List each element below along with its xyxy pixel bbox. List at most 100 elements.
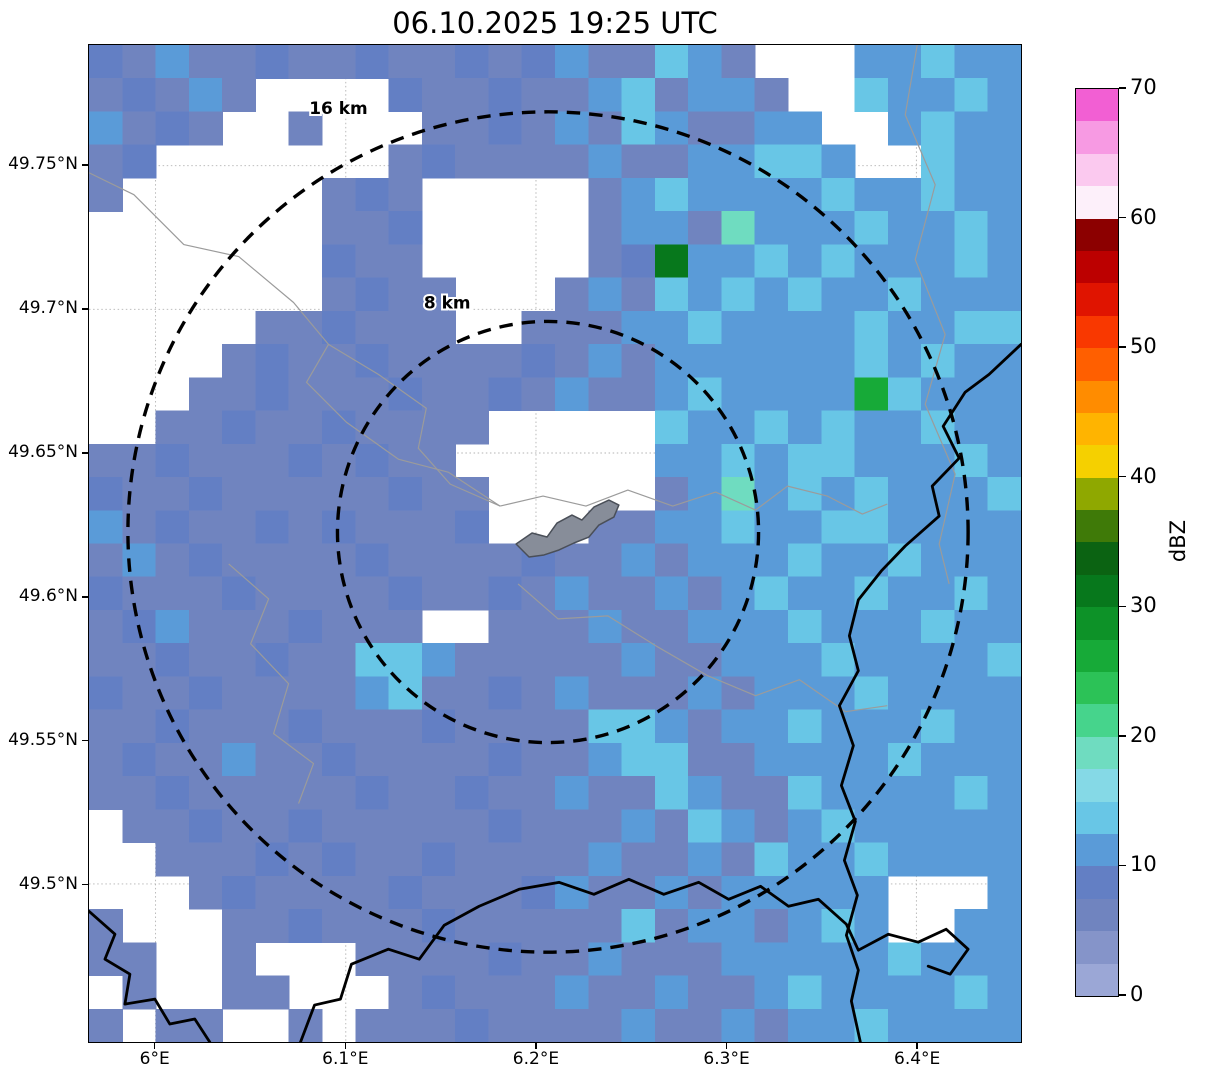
radar-cell <box>688 78 723 113</box>
radar-cell <box>188 676 223 711</box>
radar-cell <box>588 377 623 412</box>
range-ring-circle <box>335 319 761 745</box>
radar-cell <box>788 1008 822 1042</box>
radar-cell <box>521 78 556 113</box>
radar-cell <box>521 377 556 412</box>
radar-cell <box>288 344 323 378</box>
radar-cell <box>155 78 190 113</box>
radar-cell <box>222 709 257 744</box>
radar-cell <box>89 78 123 113</box>
radar-cell <box>921 144 956 179</box>
radar-cell <box>322 809 356 844</box>
radar-cell <box>89 609 123 644</box>
radar-cell <box>921 177 956 212</box>
radar-cell <box>921 576 956 611</box>
radar-cell <box>89 776 123 810</box>
radar-cell <box>355 742 390 777</box>
radar-cell <box>255 709 290 744</box>
radar-cell <box>688 344 723 378</box>
radar-cell <box>754 410 789 445</box>
radar-cell <box>188 809 223 844</box>
radar-cell <box>388 875 423 910</box>
radar-cell <box>987 510 1021 545</box>
radar-cell <box>155 643 190 678</box>
radar-cell <box>621 377 656 412</box>
radar-cell <box>588 576 623 611</box>
radar-cell <box>721 211 756 245</box>
radar-cell <box>521 776 556 810</box>
radar-cell <box>987 543 1021 578</box>
country-border-line <box>837 343 1021 1042</box>
radar-cell <box>754 244 789 279</box>
radar-cell <box>288 377 323 412</box>
radar-cell <box>721 344 756 378</box>
radar-cell <box>821 1008 856 1042</box>
radar-cell <box>122 676 157 711</box>
radar-cell <box>788 742 822 777</box>
radar-cell <box>288 543 323 578</box>
radar-cell <box>288 676 323 711</box>
radar-cell <box>654 78 689 113</box>
y-axis-tick-label: 49.7°N <box>18 297 78 318</box>
radar-cell <box>621 842 656 877</box>
radar-cell <box>688 809 723 844</box>
radar-cell <box>488 1008 523 1042</box>
radar-cell <box>89 477 123 511</box>
radar-cell <box>521 709 556 744</box>
x-axis-tick-label: 6.1°E <box>322 1049 369 1069</box>
radar-cell <box>654 443 689 478</box>
radar-cell <box>887 78 922 113</box>
radar-cell <box>621 776 656 810</box>
radar-cell <box>288 477 323 511</box>
radar-cell <box>155 510 190 545</box>
radar-cell <box>721 1008 756 1042</box>
radar-cell <box>754 543 789 578</box>
city-outline-polygon <box>515 499 620 558</box>
radar-cell <box>521 111 556 146</box>
radar-cell <box>355 809 390 844</box>
radar-cell <box>488 909 523 943</box>
radar-cell <box>821 676 856 711</box>
radar-cell <box>222 410 257 445</box>
colorbar-segment <box>1076 380 1118 413</box>
radar-cell <box>421 975 456 1010</box>
radar-cell <box>621 742 656 777</box>
radar-cell <box>388 177 423 212</box>
radar-cell <box>588 909 623 943</box>
colorbar-segment <box>1076 348 1118 381</box>
radar-cell <box>821 510 856 545</box>
radar-cell <box>954 742 989 777</box>
x-axis-tick-label: 6.4°E <box>894 1049 941 1069</box>
colorbar-segment <box>1076 769 1118 802</box>
radar-cell <box>288 709 323 744</box>
radar-cell <box>255 609 290 644</box>
radar-cell <box>654 177 689 212</box>
radar-cell <box>89 676 123 711</box>
range-ring-label: 8 km <box>424 292 471 312</box>
colorbar-segment <box>1076 510 1118 543</box>
radar-cell <box>488 809 523 844</box>
radar-cell <box>488 776 523 810</box>
radar-cell <box>987 477 1021 511</box>
country-border-line <box>299 877 970 1042</box>
y-axis-tick-mark <box>82 452 88 454</box>
radar-cell <box>288 875 323 910</box>
colorbar-segment <box>1076 250 1118 284</box>
x-axis-tick-label: 6°E <box>139 1049 170 1069</box>
radar-cell <box>721 510 756 545</box>
radar-cell <box>388 78 423 113</box>
radar-cell <box>89 45 123 79</box>
radar-cell <box>987 310 1021 345</box>
radar-cell <box>122 776 157 810</box>
radar-cell <box>588 1008 623 1042</box>
radar-cell <box>887 842 922 877</box>
radar-cell <box>754 776 789 810</box>
radar-cell <box>854 842 889 877</box>
radar-cell <box>854 809 889 844</box>
radar-cell <box>954 78 989 113</box>
radar-cell <box>555 709 589 744</box>
radar-cell <box>188 111 223 146</box>
radar-cell <box>788 177 822 212</box>
radar-cell <box>288 776 323 810</box>
